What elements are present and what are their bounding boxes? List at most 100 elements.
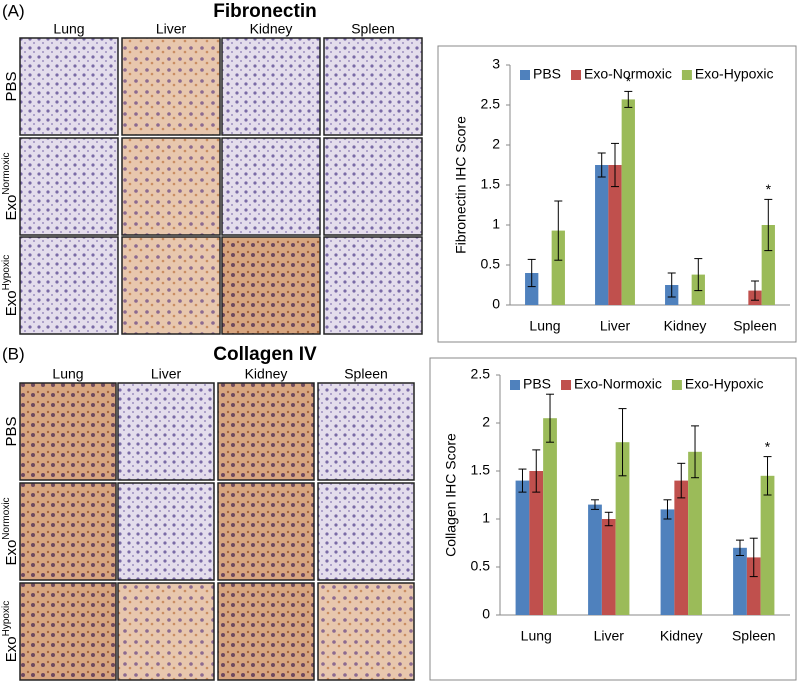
error-bar xyxy=(735,539,744,556)
x-tick-label: Spleen xyxy=(732,628,776,644)
x-tick-label: Lung xyxy=(521,628,552,644)
legend-label: Exo-Hypoxic xyxy=(695,66,774,82)
y-axis-label: Collagen IHC Score xyxy=(443,433,459,557)
error-bar xyxy=(624,90,633,108)
row-label-base: Exo xyxy=(3,540,20,566)
bar xyxy=(515,480,530,615)
significance-marker: * xyxy=(766,181,772,197)
y-tick-label: 0.5 xyxy=(471,558,491,574)
bar xyxy=(601,519,616,615)
row-label-sup: Normoxic xyxy=(1,152,12,194)
micrograph xyxy=(317,482,415,581)
y-tick-label: 1.5 xyxy=(481,176,501,192)
legend-swatch xyxy=(671,380,682,390)
error-bar xyxy=(611,142,619,188)
micrograph xyxy=(117,482,215,581)
x-tick-label: Liver xyxy=(600,318,631,334)
micrograph xyxy=(221,236,321,335)
y-tick-label: 1 xyxy=(482,510,490,526)
legend-label: Exo-Normoxic xyxy=(574,376,662,392)
y-tick-label: 2.5 xyxy=(471,366,491,382)
column-header: Spleen xyxy=(344,366,388,382)
bar xyxy=(674,480,689,615)
y-tick-label: 1 xyxy=(492,216,500,232)
legend-label: PBS xyxy=(523,376,551,392)
bar xyxy=(746,557,761,615)
y-tick-label: 0 xyxy=(492,296,500,312)
error-bar xyxy=(751,280,759,301)
error-bar xyxy=(597,152,606,178)
row-label: PBS xyxy=(3,416,20,446)
bar xyxy=(760,475,775,615)
micrograph xyxy=(19,582,117,681)
column-header: Spleen xyxy=(351,21,395,37)
chart-frame xyxy=(429,357,797,681)
error-bar xyxy=(763,456,772,496)
micrograph xyxy=(317,582,415,681)
x-tick-label: Liver xyxy=(594,628,625,644)
panel-title: Fibronectin xyxy=(213,1,316,22)
row-label-base: PBS xyxy=(3,71,20,101)
row-label: ExoHypoxic xyxy=(1,255,20,316)
micrograph xyxy=(121,137,221,236)
legend-label: Exo-Hypoxic xyxy=(685,376,764,392)
micrograph xyxy=(121,37,221,136)
row-label-base: Exo xyxy=(3,636,20,662)
legend-swatch xyxy=(520,70,530,80)
bar xyxy=(660,509,675,615)
bar xyxy=(551,230,565,305)
significance-marker: * xyxy=(765,438,771,454)
y-axis-label: Fibronectin IHC Score xyxy=(453,116,469,254)
column-header: Lung xyxy=(53,21,84,37)
bar xyxy=(529,471,544,615)
legend-swatch xyxy=(571,70,582,80)
legend-label: PBS xyxy=(533,66,561,82)
bar xyxy=(525,273,539,305)
column-header: Liver xyxy=(151,366,182,382)
error-bar xyxy=(667,272,676,298)
micrograph xyxy=(323,236,423,335)
panel-label: (B) xyxy=(2,344,25,363)
micrograph xyxy=(19,236,119,335)
legend-swatch xyxy=(510,380,520,390)
error-bar xyxy=(554,200,563,261)
legend-swatch xyxy=(681,70,692,80)
row-label-sup: Hypoxic xyxy=(1,601,12,637)
micrograph xyxy=(221,37,321,136)
error-bar xyxy=(590,499,599,510)
micrograph xyxy=(323,37,423,136)
error-bar xyxy=(764,198,773,252)
micrograph xyxy=(121,236,221,335)
column-header: Liver xyxy=(156,21,187,37)
micrograph xyxy=(317,382,415,481)
row-label-base: Exo xyxy=(3,290,20,316)
micrograph xyxy=(221,137,321,236)
error-bar xyxy=(532,449,541,493)
y-tick-label: 2 xyxy=(482,414,490,430)
column-header: Kidney xyxy=(245,366,288,382)
row-label: ExoNormoxic xyxy=(1,152,20,220)
bar xyxy=(615,442,630,615)
legend-label: Exo-Normoxic xyxy=(584,66,672,82)
row-label-base: PBS xyxy=(3,416,20,446)
row-label-sup: Hypoxic xyxy=(1,255,12,291)
error-bar xyxy=(677,462,686,499)
error-bar xyxy=(546,393,555,443)
y-tick-label: 1.5 xyxy=(471,462,491,478)
error-bar xyxy=(604,511,613,527)
row-label-base: Exo xyxy=(3,195,20,221)
bar xyxy=(543,418,557,615)
error-bar xyxy=(618,408,627,477)
micrograph xyxy=(217,482,315,581)
x-tick-label: Lung xyxy=(529,318,560,334)
bar xyxy=(588,504,602,615)
micrograph xyxy=(19,482,117,581)
column-header: Kidney xyxy=(250,21,293,37)
y-tick-label: 2.5 xyxy=(481,96,501,112)
bar xyxy=(595,165,609,305)
row-label: ExoNormoxic xyxy=(1,497,20,565)
column-header: Lung xyxy=(52,366,83,382)
x-tick-label: Kidney xyxy=(660,628,703,644)
